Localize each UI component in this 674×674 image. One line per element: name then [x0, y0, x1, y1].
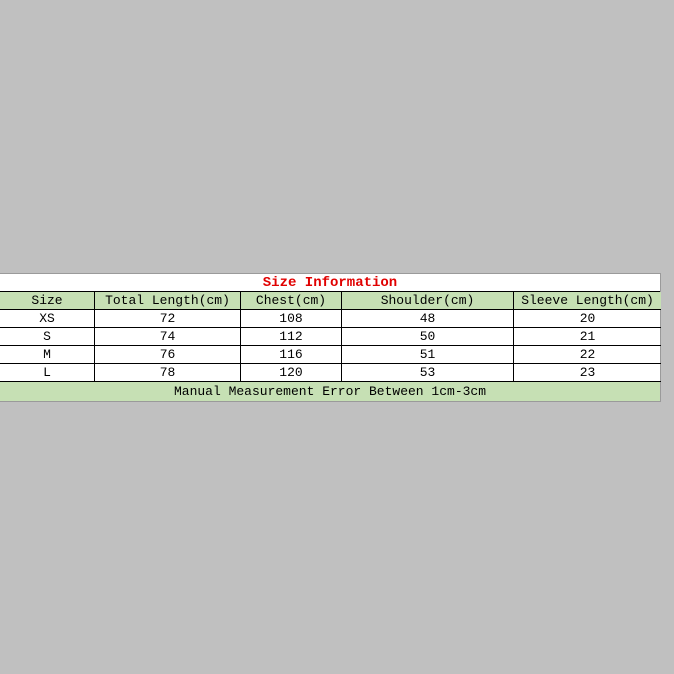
table-cell: 74 — [95, 328, 241, 346]
table-row: M 76 116 51 22 — [0, 346, 661, 364]
table-cell: S — [0, 328, 95, 346]
table-cell: L — [0, 364, 95, 382]
table-cell: 72 — [95, 310, 241, 328]
table-cell: 78 — [95, 364, 241, 382]
table-cell: 20 — [514, 310, 661, 328]
table-cell: 21 — [514, 328, 661, 346]
table-cell: 51 — [342, 346, 514, 364]
table-row: L 78 120 53 23 — [0, 364, 661, 382]
table-footer: Manual Measurement Error Between 1cm-3cm — [0, 382, 660, 401]
size-table: Size Information Size Total Length(cm) Che… — [0, 273, 661, 402]
table-cell: M — [0, 346, 95, 364]
table-cell: 108 — [241, 310, 342, 328]
header-cell: Sleeve Length(cm) — [514, 292, 661, 310]
table-cell: XS — [0, 310, 95, 328]
table-cell: 22 — [514, 346, 661, 364]
table-cell: 120 — [241, 364, 342, 382]
table-cell: 50 — [342, 328, 514, 346]
table-cell: 53 — [342, 364, 514, 382]
table-cell: 116 — [241, 346, 342, 364]
header-cell: Shoulder(cm) — [342, 292, 514, 310]
header-cell: Size — [0, 292, 95, 310]
table-cell: 23 — [514, 364, 661, 382]
header-row: Size Total Length(cm) Chest(cm) Shoulder(cm… — [0, 292, 661, 310]
table-cell: 76 — [95, 346, 241, 364]
table-row: XS 72 108 48 20 — [0, 310, 661, 328]
table-title: Size Information — [0, 274, 660, 292]
table-cell: 112 — [241, 328, 342, 346]
table-cell: 48 — [342, 310, 514, 328]
header-cell: Total Length(cm) — [95, 292, 241, 310]
table-body: XS 72 108 48 20 S 74 112 50 21 M 76 116 51 22 L 78 120 53 2… — [0, 310, 661, 382]
header-cell: Chest(cm) — [241, 292, 342, 310]
table-row: S 74 112 50 21 — [0, 328, 661, 346]
